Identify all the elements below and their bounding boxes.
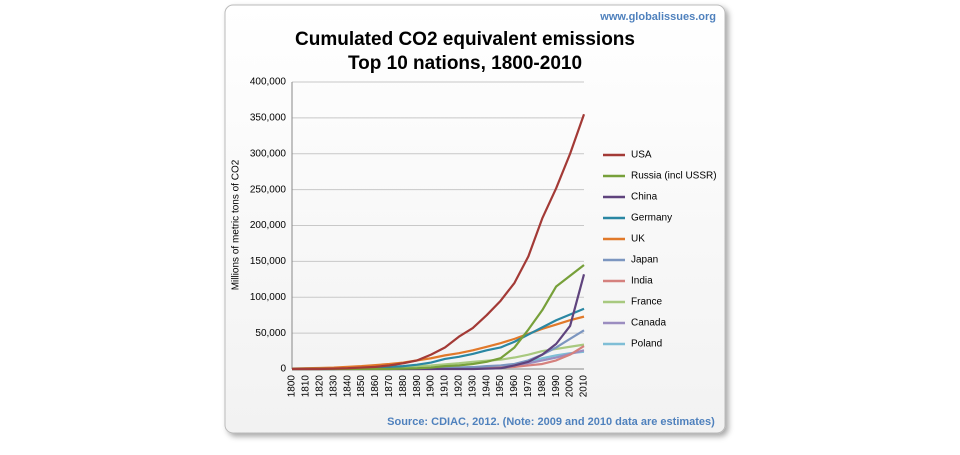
legend-label: USA [631, 150, 652, 161]
legend-label: Germany [631, 213, 672, 224]
x-tick-label: 1850 [356, 375, 367, 398]
x-tick-label: 1810 [301, 375, 312, 398]
x-tick-label: 1970 [523, 375, 534, 398]
x-tick-label: 1840 [342, 375, 353, 398]
x-tick-label: 1990 [551, 375, 562, 398]
x-tick-label: 1980 [537, 375, 548, 398]
legend-label: France [631, 297, 663, 308]
y-tick-label: 250,000 [250, 184, 287, 195]
legend-label: Japan [631, 255, 658, 266]
card [224, 4, 726, 434]
source: Source: CDIAC, 2012. (Note: 2009 and 201… [387, 416, 715, 428]
legend-label: UK [631, 234, 645, 245]
y-tick-label: 350,000 [250, 113, 287, 124]
chart-title: Cumulated CO2 equivalent emissions [295, 29, 635, 50]
y-tick-label: 100,000 [250, 292, 287, 303]
x-tick-label: 1930 [467, 375, 478, 398]
y-tick-label: 200,000 [250, 220, 287, 231]
y-tick-label: 400,000 [250, 77, 287, 88]
x-tick-label: 1960 [509, 375, 520, 398]
x-tick-label: 1910 [440, 375, 451, 398]
y-axis-label: Millions of metric tons of CO2 [231, 159, 242, 290]
y-tick-label: 300,000 [250, 148, 287, 159]
x-tick-label: 1880 [398, 375, 409, 398]
legend-label: Russia (incl USSR) [631, 171, 717, 182]
x-tick-label: 1920 [453, 375, 464, 398]
legend-label: China [631, 192, 658, 203]
chart-subtitle: Top 10 nations, 1800-2010 [348, 53, 582, 74]
legend-label: Poland [631, 339, 662, 350]
legend-label: Canada [631, 318, 666, 329]
x-tick-label: 1950 [495, 375, 506, 398]
x-tick-label: 1820 [314, 375, 325, 398]
website: www.globalissues.org [599, 11, 716, 23]
x-tick-label: 1890 [412, 375, 423, 398]
x-tick-label: 1800 [287, 375, 298, 398]
y-tick-label: 150,000 [250, 256, 287, 267]
x-tick-label: 1900 [426, 375, 437, 398]
x-tick-label: 1860 [370, 375, 381, 398]
x-tick-label: 1940 [481, 375, 492, 398]
x-tick-label: 2000 [565, 375, 576, 398]
y-tick-label: 50,000 [255, 328, 286, 339]
legend-label: India [631, 276, 653, 287]
x-tick-label: 1870 [384, 375, 395, 398]
x-tick-label: 2010 [579, 375, 590, 398]
y-tick-label: 0 [280, 364, 286, 375]
x-tick-label: 1830 [328, 375, 339, 398]
series-line [292, 113, 586, 371]
